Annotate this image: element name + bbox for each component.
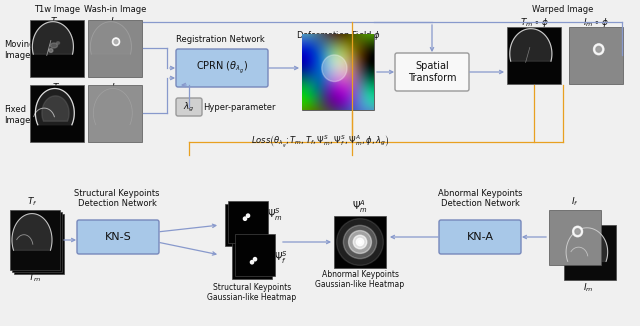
FancyBboxPatch shape bbox=[30, 20, 84, 77]
FancyBboxPatch shape bbox=[507, 26, 561, 83]
Text: $I_m$: $I_m$ bbox=[583, 282, 593, 294]
Text: Registration Network: Registration Network bbox=[175, 35, 264, 44]
Ellipse shape bbox=[344, 225, 376, 259]
Polygon shape bbox=[510, 29, 552, 61]
FancyBboxPatch shape bbox=[235, 234, 275, 276]
Text: KN-S: KN-S bbox=[104, 232, 131, 242]
Text: Hyper-parameter: Hyper-parameter bbox=[203, 102, 275, 111]
Polygon shape bbox=[33, 22, 74, 54]
FancyBboxPatch shape bbox=[88, 20, 142, 77]
Polygon shape bbox=[33, 22, 74, 54]
Text: Structural Keypoints
Gaussian-like Heatmap: Structural Keypoints Gaussian-like Heatm… bbox=[207, 283, 296, 303]
FancyBboxPatch shape bbox=[14, 214, 64, 274]
FancyBboxPatch shape bbox=[549, 210, 601, 264]
Text: $I_m$: $I_m$ bbox=[110, 16, 120, 28]
Polygon shape bbox=[90, 22, 131, 54]
FancyBboxPatch shape bbox=[302, 34, 374, 110]
Text: $I_f$: $I_f$ bbox=[571, 196, 579, 208]
Text: KN-A: KN-A bbox=[467, 232, 493, 242]
Ellipse shape bbox=[113, 38, 119, 45]
Text: Abnormal Keypoints
Detection Network: Abnormal Keypoints Detection Network bbox=[438, 189, 522, 208]
FancyBboxPatch shape bbox=[395, 53, 469, 91]
Text: Moving
Image: Moving Image bbox=[4, 40, 35, 60]
Text: $T_m$: $T_m$ bbox=[28, 272, 42, 285]
Polygon shape bbox=[42, 96, 69, 121]
Text: Fixed
Image: Fixed Image bbox=[4, 105, 30, 125]
Ellipse shape bbox=[337, 219, 383, 265]
Text: Abnormal Keypoints
Gaussian-like Heatmap: Abnormal Keypoints Gaussian-like Heatmap bbox=[316, 270, 404, 289]
FancyBboxPatch shape bbox=[228, 201, 268, 243]
Text: $I_f$: $I_f$ bbox=[111, 81, 119, 94]
Ellipse shape bbox=[353, 235, 367, 249]
Text: $\Psi_f^S$: $\Psi_f^S$ bbox=[274, 250, 288, 266]
Ellipse shape bbox=[356, 238, 364, 245]
Text: $\Psi_m^S$: $\Psi_m^S$ bbox=[267, 207, 283, 223]
FancyBboxPatch shape bbox=[30, 84, 84, 141]
Ellipse shape bbox=[246, 214, 250, 217]
Text: Spatial
Transform: Spatial Transform bbox=[408, 61, 456, 83]
FancyBboxPatch shape bbox=[569, 26, 623, 83]
Ellipse shape bbox=[596, 46, 602, 52]
FancyBboxPatch shape bbox=[12, 212, 62, 272]
Text: T1w Image: T1w Image bbox=[34, 5, 80, 14]
FancyBboxPatch shape bbox=[334, 216, 386, 268]
Text: Deformation Field $\phi$: Deformation Field $\phi$ bbox=[296, 29, 381, 42]
Polygon shape bbox=[35, 88, 74, 125]
Text: Wash-in Image: Wash-in Image bbox=[84, 5, 146, 14]
Text: Structural Keypoints
Detection Network: Structural Keypoints Detection Network bbox=[74, 189, 160, 208]
Ellipse shape bbox=[253, 258, 257, 261]
Ellipse shape bbox=[49, 49, 53, 52]
FancyBboxPatch shape bbox=[176, 49, 268, 87]
Ellipse shape bbox=[243, 217, 246, 220]
Ellipse shape bbox=[594, 44, 604, 54]
Polygon shape bbox=[566, 228, 607, 261]
Text: $I_m \circ \phi$: $I_m \circ \phi$ bbox=[583, 16, 609, 29]
Ellipse shape bbox=[349, 230, 371, 253]
FancyBboxPatch shape bbox=[176, 98, 202, 116]
Text: $\lambda_g$: $\lambda_g$ bbox=[183, 100, 195, 113]
FancyBboxPatch shape bbox=[439, 220, 521, 254]
Polygon shape bbox=[12, 214, 52, 250]
Text: $T_m \circ \phi$: $T_m \circ \phi$ bbox=[520, 16, 548, 29]
Ellipse shape bbox=[114, 40, 118, 44]
Ellipse shape bbox=[573, 227, 582, 236]
Text: $T_f$: $T_f$ bbox=[27, 196, 38, 208]
Ellipse shape bbox=[56, 42, 60, 44]
Polygon shape bbox=[510, 29, 552, 61]
Text: CPRN ($\theta_{\lambda_g}$): CPRN ($\theta_{\lambda_g}$) bbox=[196, 60, 248, 76]
FancyBboxPatch shape bbox=[77, 220, 159, 254]
FancyBboxPatch shape bbox=[88, 84, 142, 141]
Text: $T_f$: $T_f$ bbox=[52, 81, 62, 94]
Ellipse shape bbox=[322, 55, 347, 82]
Ellipse shape bbox=[575, 229, 580, 234]
Text: Warped Image: Warped Image bbox=[532, 5, 594, 14]
Text: $T_m$: $T_m$ bbox=[51, 16, 63, 28]
Text: $\mathit{Loss}\left(\theta_{\lambda_g}; T_m, T_f, \Psi_m^S, \Psi_f^S, \Psi_m^A, : $\mathit{Loss}\left(\theta_{\lambda_g}; … bbox=[251, 134, 389, 150]
FancyBboxPatch shape bbox=[564, 225, 616, 279]
Ellipse shape bbox=[358, 241, 362, 244]
Text: $\Psi_m^A$: $\Psi_m^A$ bbox=[352, 198, 368, 215]
Polygon shape bbox=[566, 228, 607, 261]
FancyBboxPatch shape bbox=[232, 237, 272, 279]
Ellipse shape bbox=[250, 260, 253, 264]
Ellipse shape bbox=[51, 43, 58, 48]
FancyBboxPatch shape bbox=[10, 210, 60, 270]
FancyBboxPatch shape bbox=[225, 204, 265, 246]
Polygon shape bbox=[12, 214, 52, 250]
